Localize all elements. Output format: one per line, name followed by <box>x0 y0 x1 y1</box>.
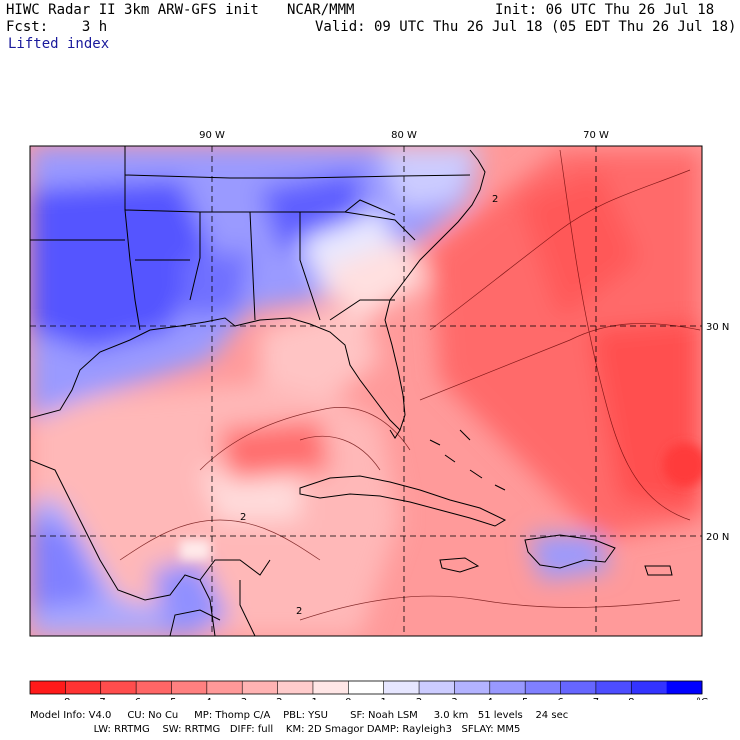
colorbar-tick-label: 3 <box>451 697 457 700</box>
colorbar-swatch <box>136 681 172 694</box>
colorbar-swatch <box>30 681 66 694</box>
graticule <box>30 146 702 636</box>
forecast-hour: Fcst: 3 h <box>6 19 108 35</box>
colorbar <box>30 681 703 694</box>
colorbar-swatch <box>277 681 314 694</box>
colorbar-swatch <box>595 681 632 694</box>
colorbar-tick-label: 0 <box>345 697 351 700</box>
colorbar-swatch <box>312 681 349 694</box>
lon-label-90w: 90 W <box>199 130 225 141</box>
colorbar-frame <box>29 680 703 695</box>
model-title: HIWC Radar II 3km ARW-GFS init <box>6 2 259 18</box>
coastlines-and-borders <box>30 146 673 636</box>
colorbar-swatch <box>525 681 562 694</box>
contour-label: 2 <box>296 606 302 617</box>
init-time: Init: 06 UTC Thu 26 Jul 18 <box>495 2 715 18</box>
colorbar-swatch <box>631 681 668 694</box>
field-name: Lifted index <box>8 36 110 52</box>
colorbar-tick-label: 6 <box>557 697 563 700</box>
colorbar-tick-label: 8 <box>628 697 634 700</box>
contour-label: 2 <box>240 512 246 523</box>
colorbar-swatch <box>454 681 491 694</box>
colorbar-swatch <box>171 681 208 694</box>
colorbar-swatch <box>489 681 526 694</box>
colorbar-unit: °C <box>696 697 708 700</box>
valid-time: Valid: 09 UTC Thu 26 Jul 18 (05 EDT Thu … <box>315 19 737 35</box>
colorbar-tick-label: -8 <box>60 697 70 700</box>
colorbar-swatch <box>419 681 455 694</box>
colorbar-swatch <box>242 681 279 694</box>
model-info-line-2: LW: RRTMG SW: RRTMG DIFF: full KM: 2D Sm… <box>30 724 521 735</box>
colorbar-swatch <box>383 681 420 694</box>
colorbar-tick-label: -4 <box>202 697 212 700</box>
colorbar-tick-label: -3 <box>237 697 247 700</box>
colorbar-swatch <box>206 681 243 694</box>
colorbar-swatch <box>100 681 137 694</box>
colorbar-swatch <box>348 681 385 694</box>
colorbar-tick-label: 7 <box>593 697 599 700</box>
colorbar-swatch <box>65 681 102 694</box>
colorbar-swatch <box>666 681 703 694</box>
lifted-index-map: 90 W 80 W 70 W 30 N 20 N 2 2 2 -8-7-6-5-… <box>29 130 729 700</box>
colorbar-tick-labels: -8 -7 -6 -5 -4 -3 -2 -1 0 1 2 3 4 5 6 7 8 <box>60 681 634 700</box>
lon-label-80w: 80 W <box>391 130 417 141</box>
colorbar-tick-label: 4 <box>487 697 493 700</box>
colorbar-tick-label: 2 <box>416 697 422 700</box>
contour-label: 2 <box>492 194 498 205</box>
model-info-line-1: Model Info: V4.0 CU: No Cu MP: Thomp C/A… <box>30 710 569 721</box>
colorbar-tick-label: -2 <box>273 697 283 700</box>
colorbar-tick-label: -5 <box>166 697 176 700</box>
colorbar-tick-label: -7 <box>96 697 106 700</box>
organization-label: NCAR/MMM <box>287 2 355 18</box>
lat-label-30n: 30 N <box>706 322 729 333</box>
lat-label-20n: 20 N <box>706 532 729 543</box>
colorbar-swatch <box>560 681 597 694</box>
colorbar-tick-label: 1 <box>380 697 386 700</box>
lon-label-70w: 70 W <box>583 130 609 141</box>
colorbar-tick-label: 5 <box>522 697 528 700</box>
field-shading <box>30 146 702 636</box>
contour-lines <box>119 149 701 621</box>
colorbar-tick-label: -6 <box>131 697 141 700</box>
colorbar-tick-label: -1 <box>308 697 318 700</box>
map-frame <box>29 145 703 637</box>
